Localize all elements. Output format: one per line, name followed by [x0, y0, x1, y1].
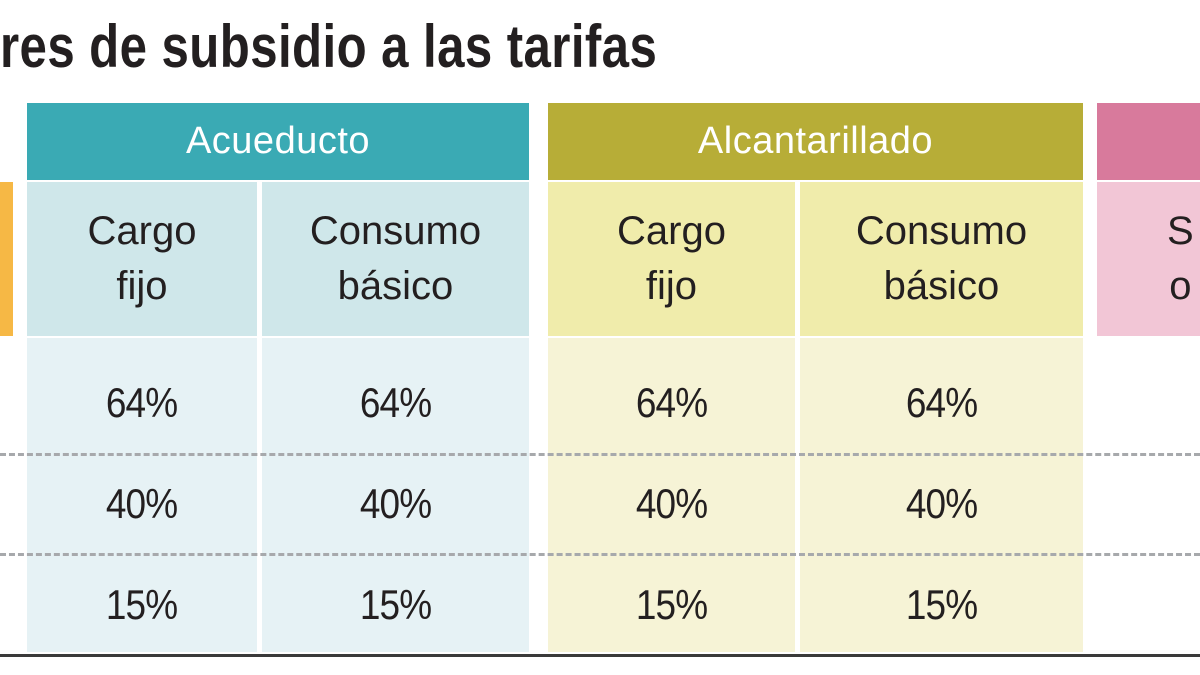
subheader-line: Consumo: [855, 209, 1028, 253]
table-cell: 64%: [106, 378, 178, 426]
group-header-acueducto-label: Acueducto: [185, 120, 371, 162]
subheader-alcantarillado-consumo-basico: Consumo básico: [800, 182, 1083, 336]
table-cell: 64%: [359, 378, 432, 426]
subheader-third: S o: [1097, 182, 1200, 336]
subheader-line: Cargo: [617, 209, 726, 253]
table-cell: 40%: [635, 479, 708, 527]
table-cell: 40%: [359, 479, 432, 527]
table-cell: 40%: [106, 479, 178, 527]
group-header-third: [1097, 103, 1200, 180]
subheader-line: o: [1169, 264, 1192, 308]
body-alcantarillado-cargo-fijo: [548, 338, 795, 652]
body-acueducto-cargo-fijo: [27, 338, 257, 652]
row-separator: [0, 453, 1200, 456]
subheader-acueducto-cargo-fijo: Cargo fijo: [27, 182, 257, 336]
left-accent-bar: [0, 182, 13, 336]
subheader-line: Consumo: [309, 209, 482, 253]
subheader-alcantarillado-cargo-fijo: Cargo fijo: [548, 182, 795, 336]
subheader-line: básico: [337, 264, 454, 308]
table-cell: 15%: [635, 580, 708, 628]
subheader-line: básico: [883, 264, 1000, 308]
group-header-alcantarillado-label: Alcantarillado: [697, 120, 934, 162]
group-header-alcantarillado: Alcantarillado: [548, 103, 1083, 180]
bottom-rule: [0, 654, 1200, 657]
body-alcantarillado-consumo-basico: [800, 338, 1083, 652]
table-cell: 64%: [905, 378, 978, 426]
row-separator: [0, 553, 1200, 556]
page-title: res de subsidio a las tarifas: [0, 13, 658, 80]
body-acueducto-consumo-basico: [262, 338, 529, 652]
subheader-line: S: [1167, 209, 1194, 253]
subheader-line: Cargo: [87, 209, 197, 253]
table-cell: 40%: [905, 479, 978, 527]
subheader-line: fijo: [645, 264, 698, 308]
subheader-acueducto-consumo-basico: Consumo básico: [262, 182, 529, 336]
table-cell: 15%: [905, 580, 978, 628]
subheader-line: fijo: [116, 264, 168, 308]
table-cell: 15%: [106, 580, 178, 628]
table-cell: 64%: [635, 378, 708, 426]
table-cell: 15%: [359, 580, 432, 628]
group-header-acueducto: Acueducto: [27, 103, 529, 180]
